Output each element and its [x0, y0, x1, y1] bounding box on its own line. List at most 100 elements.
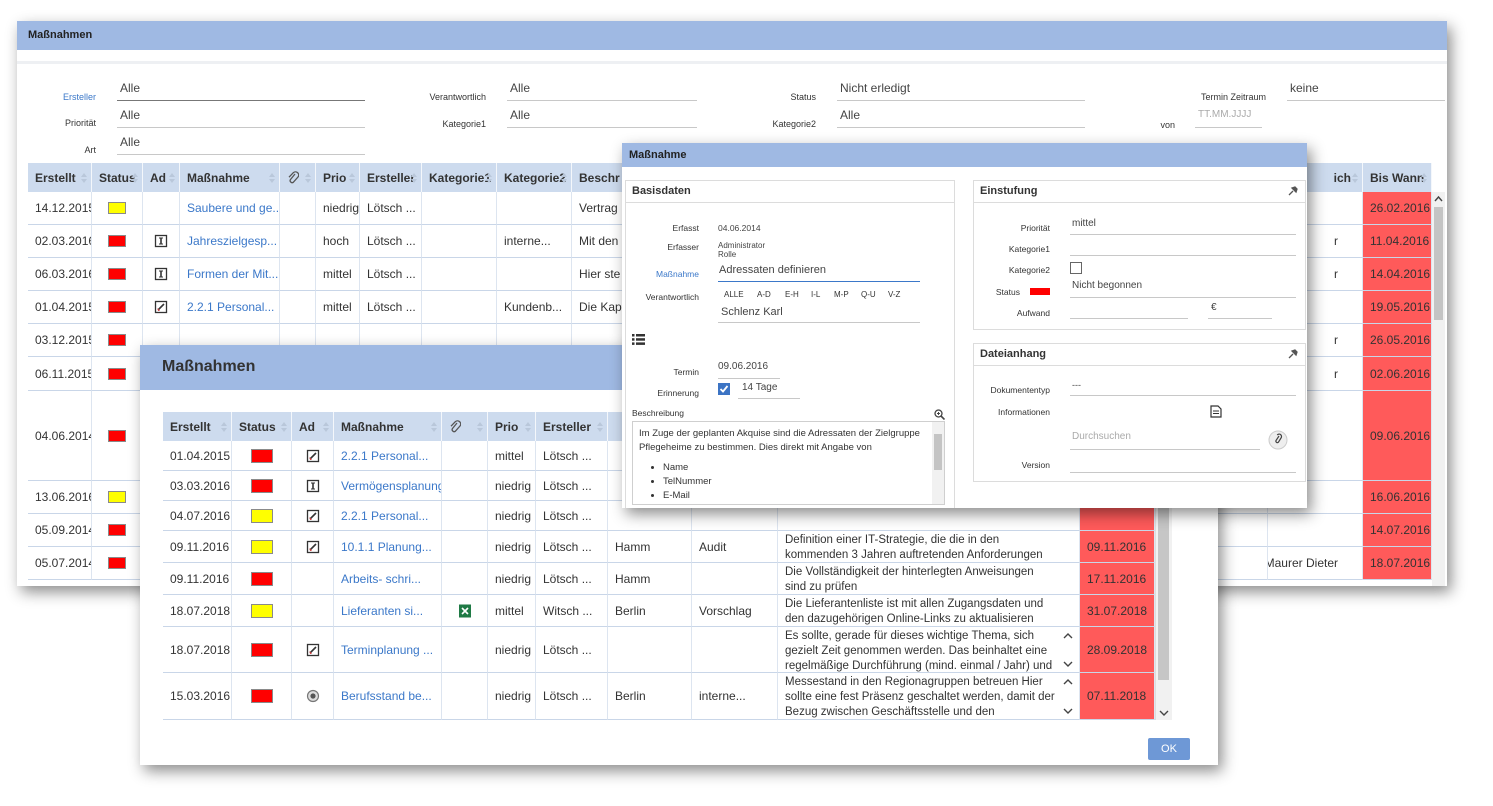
column-header: Kategorie1 — [422, 163, 497, 192]
table-cell — [442, 627, 488, 673]
cell-text: Lötsch ... — [543, 508, 592, 523]
column-header-label: Erstellt — [35, 170, 76, 185]
field-label: Erfasst — [672, 223, 699, 233]
letter-filter[interactable]: Q-U — [861, 290, 876, 299]
input-underline — [1070, 318, 1188, 319]
field-label: Maßnahme — [656, 269, 699, 279]
column-header: Erstellt — [163, 412, 232, 441]
table-cell: Arbeits- schri... — [334, 563, 442, 595]
file-input[interactable]: Durchsuchen — [1072, 431, 1131, 442]
column-header: Ad — [292, 412, 334, 441]
letter-filter[interactable]: E-H — [785, 290, 799, 299]
table-cell — [442, 441, 488, 471]
column-header: Ad — [143, 163, 180, 192]
table-cell: Lötsch ... — [360, 291, 422, 324]
table-cell: 02.06.2016 — [1363, 357, 1432, 391]
measure-link[interactable]: Jahreszielgesp... — [187, 234, 278, 248]
cell-text: Hier ste — [579, 267, 621, 281]
measure-link[interactable]: 2.2.1 Personal... — [341, 448, 429, 463]
table-cell: 26.02.2016 — [1363, 192, 1432, 225]
input-underline — [1070, 449, 1260, 450]
measure-link[interactable]: 2.2.1 Personal... — [341, 508, 429, 523]
letter-filter[interactable]: A-D — [757, 290, 771, 299]
table-cell: 18.07.2016 — [1363, 547, 1432, 580]
cell-text: Lötsch ... — [543, 478, 592, 493]
ok-button[interactable]: OK — [1148, 738, 1190, 760]
table-cell: 14.04.2016 — [1363, 258, 1432, 291]
measure-link[interactable]: Vermögensplanung — [341, 478, 442, 493]
table-cell: 05.07.2014 — [28, 547, 92, 580]
field-label: Kategorie2 — [1008, 265, 1050, 275]
cell-text: Kundenb... — [504, 300, 563, 314]
status-indicator — [108, 268, 126, 280]
status-indicator — [250, 689, 273, 703]
column-header-label: Prio — [323, 170, 347, 185]
table-cell: 04.07.2016 — [163, 501, 232, 531]
cell-text: 01.04.2015 — [170, 448, 231, 463]
table-cell — [232, 471, 292, 501]
table-cell — [692, 563, 778, 595]
table-cell — [232, 595, 292, 627]
measure-link[interactable]: Arbeits- schri... — [341, 571, 422, 586]
sort-indicator — [169, 172, 175, 183]
table-cell — [92, 391, 143, 481]
checkbox — [1070, 262, 1082, 274]
filter-value: Alle — [120, 135, 141, 149]
letter-filter[interactable]: M-P — [834, 290, 849, 299]
cell-text: r — [1334, 333, 1338, 347]
measure-link[interactable]: Terminplanung ... — [341, 642, 434, 657]
input-underline — [1070, 395, 1296, 396]
table-cell — [422, 192, 497, 225]
table-cell: Es sollte, gerade für dieses wichtige Th… — [778, 627, 1080, 673]
table-cell — [422, 291, 497, 324]
table-cell — [292, 531, 334, 563]
table-cell: 05.09.2014 — [28, 514, 92, 547]
column-header: Maßnahme — [180, 163, 280, 192]
column-header-label: Beschr — [579, 170, 620, 185]
column-header: Status — [232, 412, 292, 441]
table-cell: interne... — [692, 673, 778, 720]
table-cell — [292, 501, 334, 531]
field-label: Status — [995, 287, 1020, 297]
description-item: E-Mail — [663, 489, 926, 503]
cell-text: Lötsch ... — [543, 539, 592, 554]
table-cell — [232, 531, 292, 563]
field-value: Nicht begonnen — [1072, 280, 1143, 291]
table-cell: 31.07.2018 — [1080, 595, 1155, 627]
letter-filter[interactable]: ALLE — [724, 290, 744, 299]
letter-filter[interactable]: I-L — [811, 290, 821, 299]
cell-text: interne... — [699, 689, 746, 703]
cell-text: niedrig — [495, 478, 532, 493]
status-indicator — [108, 235, 126, 247]
letter-filter[interactable]: V-Z — [888, 290, 901, 299]
cell-text: 31.07.2018 — [1087, 603, 1148, 618]
table-cell — [497, 258, 572, 291]
cell-text: 28.09.2018 — [1087, 642, 1148, 657]
table-cell: interne... — [497, 225, 572, 258]
table-cell: Lötsch ... — [536, 531, 608, 563]
measure-link[interactable]: 10.1.1 Planung... — [341, 539, 432, 554]
input-underline — [718, 322, 920, 323]
filter-placeholder: TT.MM.JJJJ — [1198, 109, 1252, 120]
table-cell — [692, 627, 778, 673]
list-icon — [632, 334, 645, 345]
table-cell: Lötsch ... — [536, 471, 608, 501]
measure-link[interactable]: Formen der Mit... — [187, 267, 279, 281]
measure-link[interactable]: Berufsstand be... — [341, 689, 432, 703]
cell-text: hoch — [323, 234, 350, 248]
panel — [973, 343, 1306, 482]
table-cell: 15.03.2016 — [163, 673, 232, 720]
table-cell — [292, 673, 334, 720]
field-label: Beschreibung — [632, 408, 684, 418]
measure-link[interactable]: Saubere und ge... — [187, 201, 280, 215]
measure-link[interactable]: 2.2.1 Personal... — [187, 300, 275, 314]
input-underline — [117, 127, 365, 128]
table-cell — [143, 258, 180, 291]
cell-text: 17.11.2016 — [1087, 571, 1147, 586]
input-underline — [117, 100, 365, 101]
measure-link[interactable]: Lieferanten si... — [341, 603, 424, 618]
description-item: TelNummer — [663, 475, 926, 489]
cell-text: r — [1334, 267, 1338, 281]
input-underline — [1070, 472, 1296, 473]
